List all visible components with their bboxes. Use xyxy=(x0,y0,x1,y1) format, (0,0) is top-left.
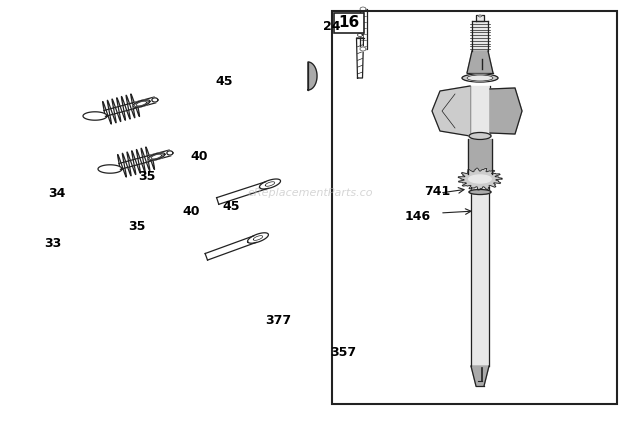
Polygon shape xyxy=(360,47,366,51)
Text: 16: 16 xyxy=(338,15,360,30)
Polygon shape xyxy=(467,51,493,73)
Polygon shape xyxy=(490,88,522,134)
Polygon shape xyxy=(471,187,489,366)
Ellipse shape xyxy=(469,175,491,183)
Text: 34: 34 xyxy=(48,187,65,200)
Text: 45: 45 xyxy=(222,200,239,213)
Polygon shape xyxy=(152,98,158,102)
Polygon shape xyxy=(98,165,122,173)
Polygon shape xyxy=(476,15,484,21)
Polygon shape xyxy=(432,86,470,136)
Polygon shape xyxy=(356,38,363,78)
Polygon shape xyxy=(260,179,280,189)
Polygon shape xyxy=(358,34,363,37)
Polygon shape xyxy=(83,112,107,120)
Text: 146: 146 xyxy=(405,210,431,223)
Polygon shape xyxy=(468,139,492,174)
Polygon shape xyxy=(360,7,366,11)
Polygon shape xyxy=(148,153,165,160)
Text: 741: 741 xyxy=(424,184,450,197)
Ellipse shape xyxy=(479,15,482,17)
Text: 35: 35 xyxy=(138,170,156,182)
Text: 357: 357 xyxy=(330,346,356,360)
Text: 33: 33 xyxy=(44,237,61,250)
Bar xyxy=(334,13,364,32)
Polygon shape xyxy=(167,151,173,155)
Text: 40: 40 xyxy=(182,205,200,218)
Ellipse shape xyxy=(469,133,491,139)
Ellipse shape xyxy=(467,75,493,81)
Polygon shape xyxy=(458,168,502,190)
Text: 24: 24 xyxy=(322,19,340,32)
Polygon shape xyxy=(471,366,489,386)
Text: 377: 377 xyxy=(265,314,291,328)
Polygon shape xyxy=(308,62,317,90)
Ellipse shape xyxy=(462,74,498,82)
Ellipse shape xyxy=(469,189,491,195)
Polygon shape xyxy=(472,21,488,51)
Polygon shape xyxy=(133,100,150,107)
Polygon shape xyxy=(470,86,490,136)
Polygon shape xyxy=(360,9,366,49)
Bar xyxy=(332,11,617,404)
Text: eReplacementParts.co: eReplacementParts.co xyxy=(247,188,373,198)
Text: 45: 45 xyxy=(215,75,232,88)
Text: 35: 35 xyxy=(128,219,145,232)
Text: 40: 40 xyxy=(190,149,208,163)
Polygon shape xyxy=(247,233,268,243)
